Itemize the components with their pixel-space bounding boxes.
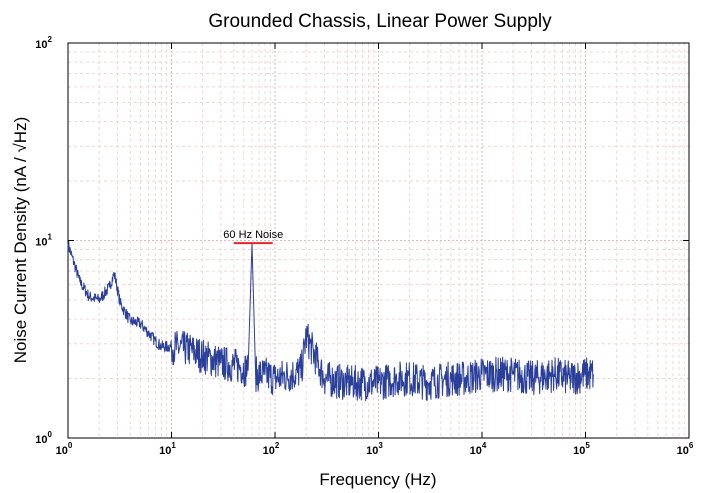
x-tick-exponent: 5 — [585, 441, 590, 450]
series-group — [67, 241, 594, 402]
y-tick-label: 100 — [35, 430, 52, 446]
annotations-group: 60 Hz Noise — [223, 229, 283, 245]
y-tick-exponent: 2 — [48, 35, 53, 44]
x-tick-exponent: 3 — [378, 441, 383, 450]
x-tick-exponent: 1 — [171, 441, 176, 450]
x-tick-exponent: 4 — [482, 441, 487, 450]
x-tick-exponent: 6 — [689, 441, 694, 450]
x-tick-label: 106 — [677, 441, 694, 457]
grid — [68, 43, 689, 438]
x-axis-label: Frequency (Hz) — [319, 470, 436, 489]
annotation-label: 60 Hz Noise — [223, 229, 283, 241]
x-tick-label: 102 — [263, 441, 280, 457]
y-tick-exponent: 0 — [48, 430, 53, 439]
chart-title: Grounded Chassis, Linear Power Supply — [208, 11, 552, 32]
y-tick-exponent: 1 — [48, 233, 53, 242]
y-tick-label: 101 — [35, 233, 52, 249]
series-line-0 — [67, 241, 594, 402]
y-tick-label: 102 — [35, 35, 52, 51]
x-tick-label: 103 — [366, 441, 383, 457]
y-axis-label: Noise Current Density (nA / √Hz) — [11, 117, 30, 363]
x-tick-label: 105 — [573, 441, 590, 457]
x-tick-label: 100 — [56, 441, 73, 457]
x-tick-label: 101 — [159, 441, 176, 457]
x-tick-label: 104 — [470, 441, 487, 457]
x-tick-exponent: 0 — [68, 441, 73, 450]
x-tick-exponent: 2 — [275, 441, 280, 450]
